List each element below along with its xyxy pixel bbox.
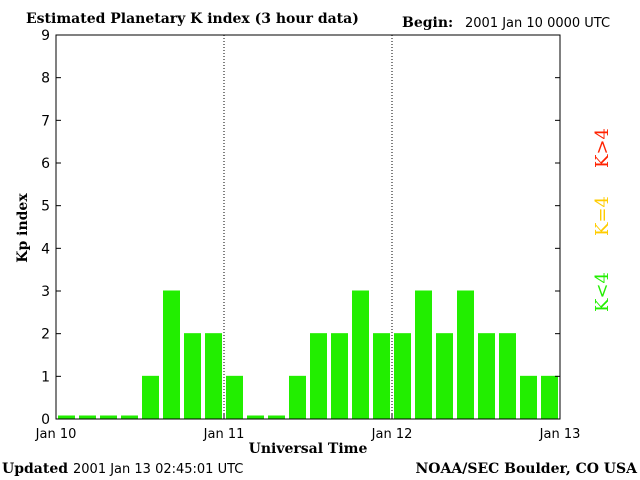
y-axis: 0 1 2 3 4 5 6 7 8 9 [41,28,560,428]
kp-bar [499,333,516,419]
kp-bar [58,415,75,419]
kp-bar [541,375,558,419]
kp-bar [247,415,264,419]
updated-value: 2001 Jan 13 02:45:01 UTC [73,462,243,477]
y-tick-label: 2 [41,327,50,343]
kp-bar [310,333,327,419]
begin-label: Begin: [402,15,453,31]
kp-bar [373,333,390,419]
kp-bar [478,333,495,419]
kp-bar [457,290,474,419]
x-tick-label: Jan 11 [203,427,245,442]
kp-bar [352,290,369,419]
kp-bar [394,333,411,419]
x-tick-label: Jan 10 [35,427,77,442]
kp-bar [226,375,243,419]
legend-k-below-4: K<4 [592,272,613,312]
kp-bar [142,375,159,419]
plot-frame [55,34,561,420]
chart-title: Estimated Planetary K index (3 hour data… [26,11,359,27]
kp-bar [289,375,306,419]
kp-bar [79,415,96,419]
kp-bar [100,415,117,419]
y-tick-label: 1 [41,369,50,385]
y-tick-label: 5 [41,199,50,215]
y-tick-label: 4 [41,241,50,257]
y-tick-label: 3 [41,284,50,300]
source-credit: NOAA/SEC Boulder, CO USA [416,461,639,477]
y-tick-label: 9 [41,28,50,44]
y-tick-label: 7 [41,113,50,129]
bar-group [58,290,558,419]
legend-k-above-4: K>4 [592,128,613,168]
x-tick-label: Jan 12 [371,427,413,442]
kp-bar [331,333,348,419]
y-axis-title: Kp index [15,193,31,263]
kp-bar [436,333,453,419]
y-tick-label: 8 [41,71,50,87]
updated-label: Updated [2,461,68,477]
begin-value: 2001 Jan 10 0000 UTC [465,16,610,31]
legend-k-equal-4: K=4 [592,196,613,236]
x-axis-title: Universal Time [249,441,368,457]
kp-bar [268,415,285,419]
x-axis: Jan 10 Jan 11 Jan 12 Jan 13 [35,413,581,442]
kp-bar [121,415,138,419]
kp-bar [184,333,201,419]
kp-bar [520,375,537,419]
day-separators [223,35,393,419]
kp-bar [163,290,180,419]
y-tick-label: 0 [41,412,50,428]
kp-bar [205,333,222,419]
y-tick-label: 6 [41,156,50,172]
x-tick-label: Jan 13 [539,427,581,442]
kp-bar [415,290,432,419]
